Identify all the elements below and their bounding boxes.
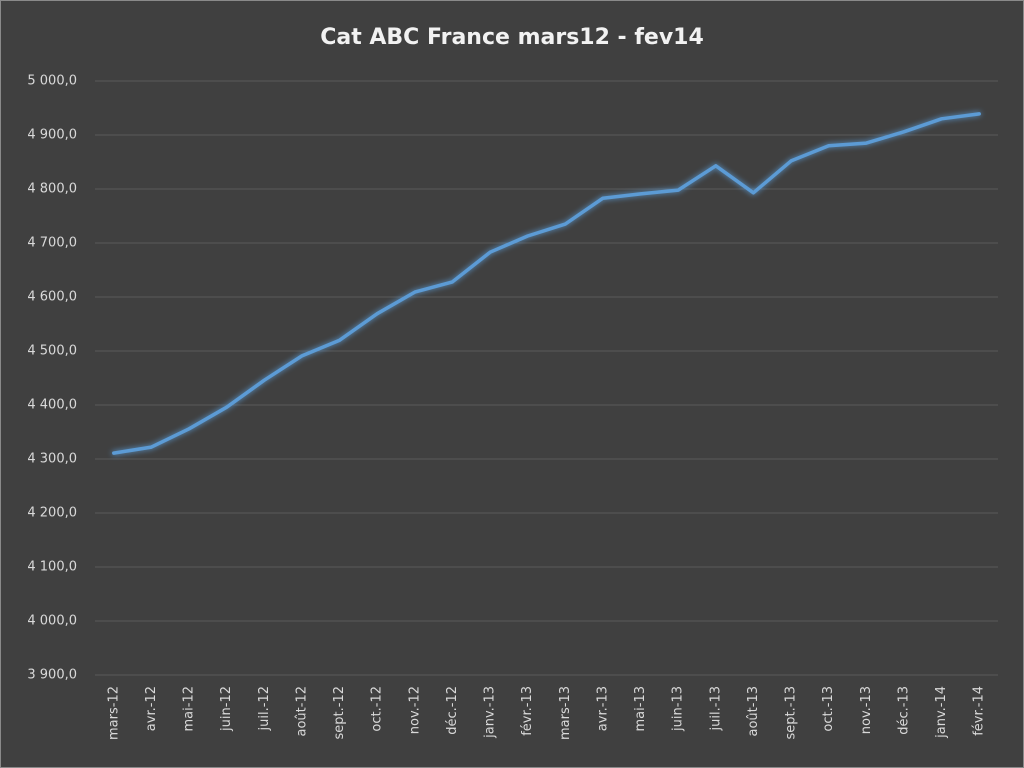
x-tick-label: juil.-13 [708,686,723,731]
y-tick-label: 4 100,0 [27,560,77,575]
x-tick-label: nov.-13 [859,686,874,734]
y-tick-label: 3 900,0 [27,668,77,683]
x-tick-label: avr.-12 [144,686,159,731]
x-tick-label: mai-13 [633,686,648,731]
y-tick-label: 4 300,0 [27,452,77,467]
x-tick-label: févr.-13 [520,686,535,736]
x-tick-label: nov.-12 [407,686,422,734]
y-tick-label: 4 400,0 [27,398,77,413]
x-tick-label: juin-13 [671,686,686,732]
y-tick-label: 4 600,0 [27,290,77,305]
x-tick-label: oct.-13 [821,686,836,732]
x-tick-label: mai-12 [182,686,197,731]
chart-title: Cat ABC France mars12 - fev14 [320,25,704,50]
y-tick-label: 4 700,0 [27,236,77,251]
y-tick-label: 4 900,0 [27,128,77,143]
x-tick-label: juil.-12 [257,686,272,731]
y-tick-label: 4 500,0 [27,344,77,359]
x-tick-label: avr.-13 [595,686,610,731]
x-tick-label: août-12 [294,686,309,737]
x-tick-label: mars-13 [558,686,573,740]
y-tick-label: 4 000,0 [27,614,77,629]
x-tick-label: août-13 [746,686,761,737]
x-tick-label: déc.-12 [445,686,460,735]
y-tick-label: 4 800,0 [27,182,77,197]
x-tick-label: sept.-13 [784,686,799,740]
x-tick-label: sept.-12 [332,686,347,740]
x-tick-label: oct.-12 [370,686,385,732]
x-tick-label: mars-12 [106,686,121,740]
x-tick-label: janv.-13 [483,686,498,739]
x-tick-label: juin-12 [219,686,234,732]
x-tick-label: févr.-14 [972,686,987,736]
y-tick-label: 5 000,0 [27,74,77,89]
y-tick-label: 4 200,0 [27,506,77,521]
x-tick-label: déc.-13 [896,686,911,735]
data-line [112,112,981,455]
x-tick-label: janv.-14 [934,686,949,739]
